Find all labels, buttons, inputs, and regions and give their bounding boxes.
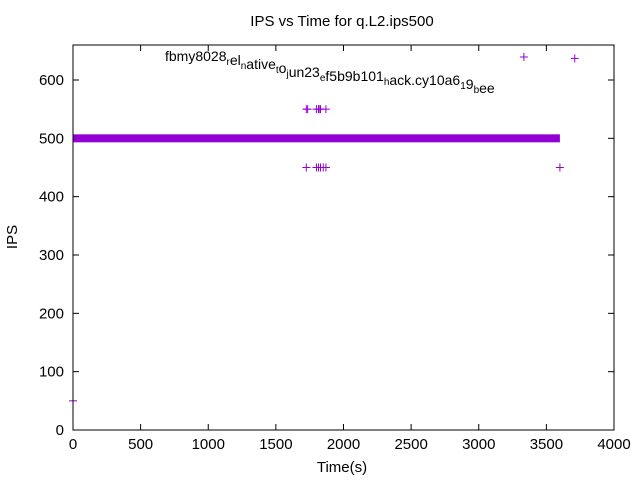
data-point: [321, 163, 330, 172]
x-tick-label: 3500: [530, 436, 563, 453]
y-tick-label: 200: [39, 305, 64, 322]
data-point: [303, 105, 312, 114]
data-point: [570, 54, 579, 63]
x-tick-label: 2500: [394, 436, 427, 453]
x-axis-title: Time(s): [317, 459, 367, 476]
x-tick-label: 500: [128, 436, 153, 453]
data-marks: [69, 54, 579, 405]
y-tick-label: 500: [39, 130, 64, 147]
legend-series-label: fbmy8028relnativetojun23ef5b9b101hack.cy…: [165, 48, 495, 96]
data-point: [302, 163, 311, 172]
data-point: [555, 163, 564, 172]
chart-title: IPS vs Time for q.L2.ips500: [250, 13, 433, 30]
y-tick-label: 300: [39, 247, 64, 264]
data-point: [321, 105, 330, 114]
x-tick-label: 1500: [259, 436, 292, 453]
plot-frame: [72, 44, 615, 431]
axis-ticks: 0 500 1000 1500 2000 2500 3000 3500 4000 0 100 200 3…: [39, 45, 631, 453]
y-tick-label: 0: [56, 422, 64, 439]
y-tick-label: 600: [39, 72, 64, 89]
x-tick-label: 1000: [192, 436, 225, 453]
x-tick-label: 0: [69, 436, 77, 453]
x-tick-label: 4000: [597, 436, 630, 453]
x-tick-label: 3000: [462, 436, 495, 453]
y-axis-title: IPS: [4, 225, 21, 249]
y-tick-label: 100: [39, 364, 64, 381]
legend: fbmy8028relnativetojun23ef5b9b101hack.cy…: [165, 48, 528, 96]
y-tick-label: 400: [39, 189, 64, 206]
dense-band: [73, 134, 560, 143]
x-tick-label: 2000: [327, 436, 360, 453]
